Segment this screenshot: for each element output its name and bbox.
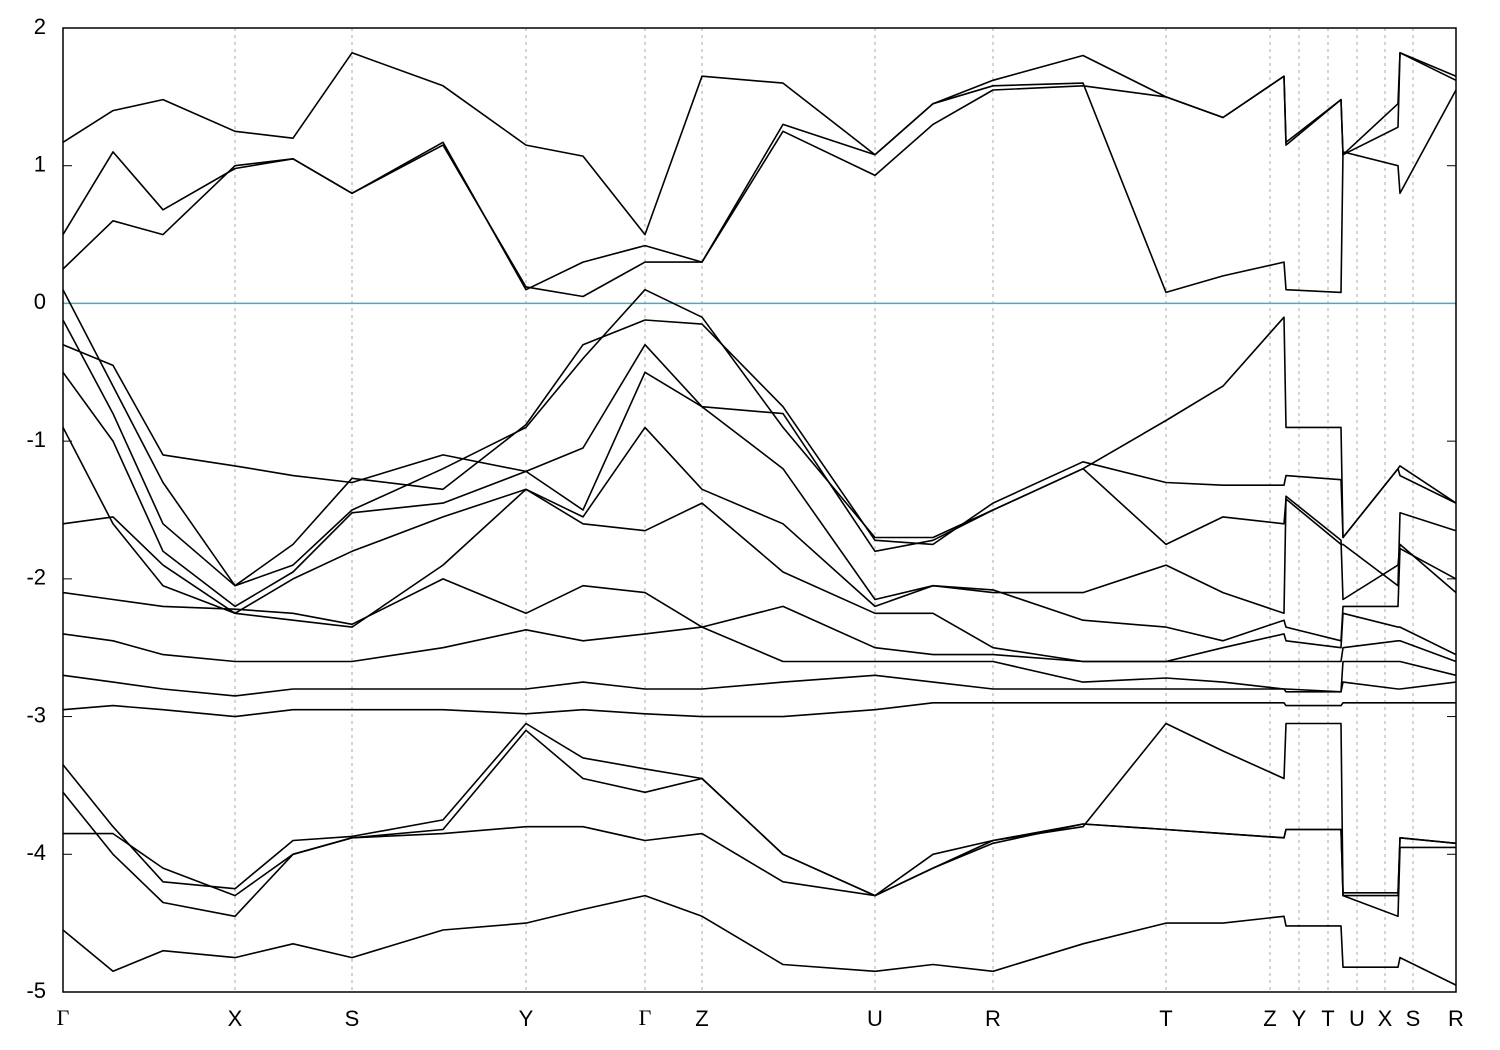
band-line — [62, 319, 1457, 587]
x-tick-label: T — [1321, 1006, 1334, 1031]
y-tick-label: -4 — [26, 840, 46, 865]
y-tick-label: -1 — [26, 427, 46, 452]
x-tick-label: Y — [1292, 1006, 1307, 1031]
x-tick-label: S — [1406, 1006, 1421, 1031]
band-line — [62, 371, 1457, 615]
x-tick-label: T — [1159, 1006, 1172, 1031]
band-line — [62, 288, 1457, 587]
x-tick-label: S — [345, 1006, 360, 1031]
band-line — [62, 674, 1457, 697]
x-tick-label: U — [867, 1006, 883, 1031]
band-line — [62, 426, 1457, 642]
x-tick-label: Γ — [57, 1005, 70, 1030]
x-tick-label: Γ — [639, 1005, 652, 1030]
band-line — [62, 488, 1457, 663]
x-tick-label: U — [1349, 1006, 1365, 1031]
band-line — [62, 82, 1457, 298]
y-tick-label: 1 — [34, 152, 46, 177]
y-tick-label: 2 — [34, 14, 46, 39]
band-line — [62, 52, 1457, 291]
y-tick-label: -3 — [26, 702, 46, 727]
band-line — [63, 823, 1457, 897]
band-line — [62, 626, 1457, 693]
y-tick-label: -2 — [26, 565, 46, 590]
band-line — [62, 343, 1457, 587]
x-tick-label: Z — [1263, 1006, 1276, 1031]
band-line — [62, 578, 1457, 663]
x-tick-label: X — [1378, 1006, 1393, 1031]
band-line — [62, 702, 1456, 718]
band-line — [62, 729, 1456, 918]
x-tick-label: R — [985, 1006, 1001, 1031]
band-line — [62, 894, 1457, 986]
x-tick-label: Z — [695, 1006, 708, 1031]
y-tick-label: 0 — [34, 289, 46, 314]
y-tick-label: -5 — [26, 978, 46, 1003]
band-line — [62, 52, 1457, 236]
x-tick-label: Y — [519, 1006, 534, 1031]
plot-frame — [62, 27, 1457, 993]
x-tick-label: X — [228, 1006, 243, 1031]
x-tick-label: R — [1448, 1006, 1464, 1031]
